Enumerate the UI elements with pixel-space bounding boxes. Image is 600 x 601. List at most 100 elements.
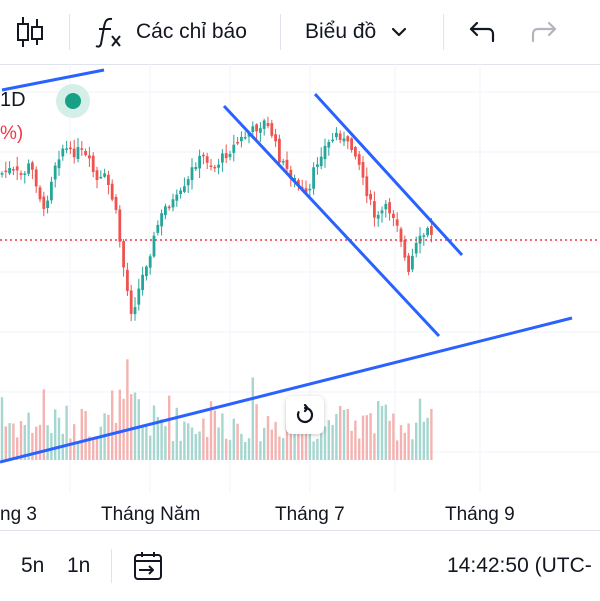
- chevron-down-icon: [392, 27, 407, 37]
- interval-label: 1D: [0, 89, 26, 111]
- candle-body: [141, 274, 144, 291]
- candle-body: [156, 224, 160, 233]
- volume-bar: [430, 408, 433, 460]
- candle-body: [145, 266, 148, 277]
- candle-body: [399, 228, 403, 242]
- volume-bar: [232, 418, 235, 460]
- candle-body: [236, 142, 239, 144]
- candle-body: [152, 235, 156, 257]
- volume-bar: [35, 426, 38, 460]
- volume-bar: [335, 413, 338, 460]
- volume-bar: [285, 422, 289, 460]
- volume-bar: [179, 440, 182, 460]
- candle-body: [350, 138, 353, 150]
- volume-bar: [0, 397, 4, 460]
- volume-bar: [301, 414, 304, 460]
- range-1n-button[interactable]: 1n: [67, 554, 91, 577]
- candle-body: [361, 162, 365, 178]
- candle-body: [118, 209, 122, 242]
- candle-body: [65, 148, 68, 150]
- candle-body: [72, 148, 76, 158]
- candle-body: [202, 154, 205, 157]
- volume-bar: [255, 404, 258, 460]
- candle-body: [31, 162, 34, 170]
- volume-bar: [289, 424, 292, 460]
- candle-body: [84, 151, 87, 156]
- volume-bar: [202, 418, 205, 460]
- volume-bar: [361, 415, 365, 460]
- volume-bar: [4, 426, 7, 460]
- trendline-channel-left: [222, 104, 441, 338]
- volume-bar: [278, 436, 281, 460]
- candle-body: [342, 138, 346, 142]
- candle-body: [213, 166, 217, 169]
- candle-body: [338, 133, 342, 140]
- volume-bar: [365, 415, 368, 460]
- chart-type-button[interactable]: [14, 0, 46, 64]
- candle-body: [331, 139, 334, 142]
- chart-area[interactable]: 1D %) ng 3 Tháng Năm Tháng 7 Tháng 9: [0, 64, 600, 530]
- undo-button[interactable]: [466, 0, 496, 64]
- volume-bar: [369, 413, 372, 460]
- candle-body: [308, 188, 312, 191]
- volume-bar: [206, 437, 209, 460]
- candle-body: [335, 132, 338, 138]
- volume-bar: [396, 440, 399, 460]
- volume-bar: [225, 438, 228, 460]
- volume-bar: [92, 439, 95, 460]
- redo-button[interactable]: [530, 0, 560, 64]
- volume-bar: [126, 359, 129, 460]
- bottom-bar: 5n 1n 14:42:50 (UTC-: [0, 530, 600, 601]
- chart-menu-button[interactable]: Biểu đồ: [305, 0, 408, 64]
- candle-body: [278, 138, 281, 163]
- candle-body: [411, 255, 414, 270]
- candle-body: [380, 210, 384, 214]
- date-range-button[interactable]: [132, 531, 164, 601]
- trendline-channel-right: [313, 92, 464, 257]
- x-axis-label-2: Tháng Năm: [101, 504, 201, 525]
- candle-body: [91, 155, 95, 172]
- volume-bar: [88, 436, 91, 460]
- trendlines[interactable]: [0, 68, 573, 464]
- bottom-separator: [111, 549, 112, 583]
- candle-body: [209, 165, 213, 167]
- candle-body: [403, 239, 407, 258]
- candle-body: [103, 173, 106, 177]
- market-status-indicator: [56, 84, 90, 118]
- indicators-label: Các chỉ báo: [136, 20, 247, 43]
- volume-bar: [240, 433, 243, 460]
- candle-body: [285, 159, 289, 169]
- volume-bar: [190, 427, 194, 460]
- candle-body: [50, 181, 53, 201]
- volume-bar: [31, 432, 34, 460]
- candle-body: [160, 213, 163, 227]
- range-5n-button[interactable]: 5n: [21, 554, 45, 577]
- volume-bar: [171, 441, 175, 460]
- volume-bar: [297, 426, 300, 460]
- candle-body: [376, 214, 380, 219]
- candle-body: [167, 206, 171, 209]
- candle-body: [171, 199, 175, 208]
- volume-bar: [84, 410, 87, 460]
- candle-body: [224, 153, 228, 159]
- chart-menu-label: Biểu đồ: [305, 20, 377, 43]
- toolbar-separator: [443, 14, 444, 50]
- candle-body: [426, 228, 429, 236]
- candle-body: [133, 307, 137, 315]
- volume-bar: [160, 419, 163, 460]
- redo-icon: [531, 21, 557, 43]
- volume-bar: [213, 410, 216, 460]
- candle-body: [12, 169, 15, 171]
- indicators-button[interactable]: Các chỉ báo: [94, 0, 247, 64]
- candle-body: [232, 144, 236, 153]
- volume-bar: [407, 423, 410, 460]
- clock-timezone-label[interactable]: 14:42:50 (UTC-: [447, 554, 592, 577]
- volume-bar: [42, 389, 45, 460]
- candle-body: [217, 164, 220, 168]
- reset-chart-button[interactable]: [286, 396, 324, 434]
- volume-bar: [57, 417, 61, 460]
- candle-body: [384, 203, 388, 210]
- volume-bar: [228, 440, 232, 460]
- volume-bar: [65, 405, 68, 460]
- volume-bar: [373, 433, 376, 460]
